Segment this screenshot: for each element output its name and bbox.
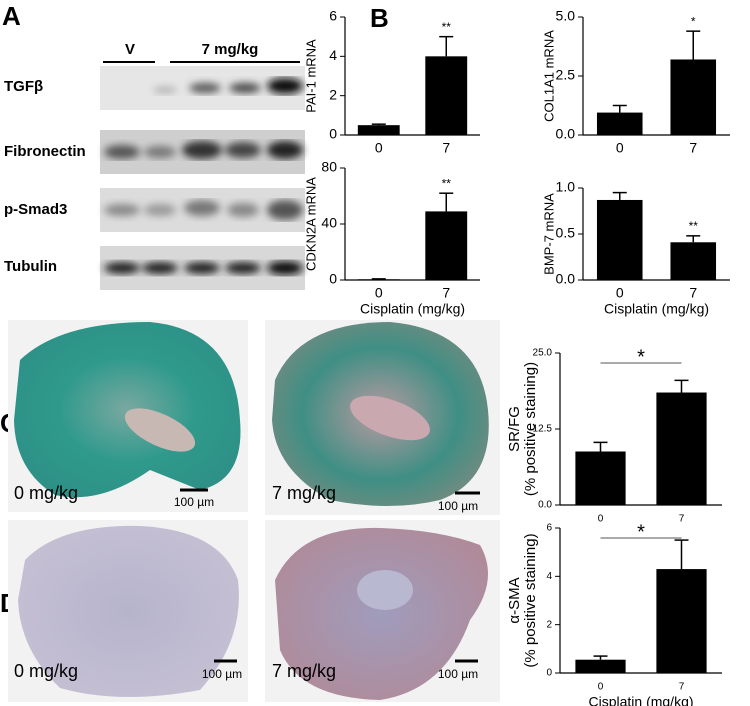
blot-group: 7 mg/kg	[202, 41, 259, 58]
significance: **	[442, 20, 452, 34]
y-tick-label: 0.0	[556, 271, 576, 287]
bar	[670, 242, 717, 280]
image-label: 0 mg/kg	[14, 661, 78, 681]
y-axis-label: COL1A1 mRNA	[541, 30, 556, 122]
y-tick-label: 0	[329, 126, 337, 142]
y-tick-label: 6	[329, 8, 337, 24]
blot-row-label: Fibronectin	[4, 143, 86, 160]
y-tick-label: 2.5	[556, 67, 576, 83]
y-tick-label: 1.0	[556, 179, 576, 195]
scale-label: 100 µm	[174, 495, 214, 509]
blot-row-label: p-Smad3	[4, 201, 67, 218]
y-axis-label: α-SMA	[506, 577, 523, 623]
y-tick-label: 0	[329, 271, 337, 287]
image-label: 0 mg/kg	[14, 483, 78, 503]
y-tick-label: 5.0	[556, 8, 576, 24]
panel-label: A	[2, 1, 21, 31]
significance: **	[442, 176, 452, 190]
significance: **	[689, 219, 699, 233]
bar	[596, 112, 643, 135]
y-tick-label: 2	[546, 619, 552, 630]
bar	[575, 451, 626, 505]
blot-row-label: TGFβ	[4, 78, 43, 95]
x-axis-label: Cisplatin (mg/kg)	[360, 301, 465, 317]
y-tick-label: 0.0	[538, 500, 552, 511]
blot-group: V	[125, 41, 135, 58]
y-tick-label: 12.5	[533, 424, 553, 435]
panel-label: B	[370, 3, 389, 33]
significance: *	[637, 521, 645, 543]
y-axis-label: PAI-1 mRNA	[303, 39, 318, 113]
x-tick-label: 0	[375, 140, 383, 156]
blot-image	[100, 66, 305, 290]
y-tick-label: 40	[321, 215, 337, 231]
significance: *	[637, 346, 645, 368]
scale-label: 100 µm	[202, 667, 242, 681]
y-axis-label: BMP-7 mRNA	[541, 193, 556, 275]
y-axis-label: CDKN2A mRNA	[303, 177, 318, 271]
bar	[656, 569, 707, 673]
image-label: 7 mg/kg	[272, 483, 336, 503]
histology-image	[8, 520, 248, 702]
x-tick-label: 7	[442, 285, 450, 301]
histology-image	[8, 320, 248, 512]
y-tick-label: 25.0	[533, 348, 553, 359]
x-tick-label: 7	[689, 285, 697, 301]
blot-row-label: Tubulin	[4, 258, 57, 275]
bar	[357, 125, 400, 135]
histology-image	[265, 320, 500, 515]
x-tick-label: 0	[598, 682, 604, 693]
significance: *	[691, 14, 696, 28]
y-tick-label: 0.5	[556, 225, 576, 241]
bar	[425, 56, 468, 136]
x-tick-label: 0	[598, 514, 604, 525]
x-axis-label: Cisplatin (mg/kg)	[588, 694, 693, 706]
y-tick-label: 0.0	[556, 126, 576, 142]
x-tick-label: 0	[616, 285, 624, 301]
x-tick-label: 7	[679, 682, 685, 693]
bar	[670, 59, 717, 136]
x-tick-label: 7	[442, 140, 450, 156]
bar	[575, 659, 626, 673]
y-tick-label: 4	[546, 571, 552, 582]
bar	[656, 392, 707, 505]
x-tick-label: 7	[679, 514, 685, 525]
y-tick-label: 0	[546, 668, 552, 679]
y-tick-label: 80	[321, 159, 337, 175]
y-axis-label: (% positive staining)	[522, 533, 539, 667]
y-axis-label: SR/FG	[506, 406, 523, 452]
scale-label: 100 µm	[438, 499, 478, 513]
histology-image	[265, 520, 500, 702]
x-tick-label: 7	[689, 140, 697, 156]
bar	[425, 211, 468, 280]
y-tick-label: 6	[546, 523, 552, 534]
x-tick-label: 0	[375, 285, 383, 301]
image-label: 7 mg/kg	[272, 661, 336, 681]
y-tick-label: 4	[329, 47, 337, 63]
x-axis-label: Cisplatin (mg/kg)	[604, 301, 709, 317]
scale-label: 100 µm	[438, 667, 478, 681]
bar	[596, 199, 643, 280]
x-tick-label: 0	[616, 140, 624, 156]
y-tick-label: 2	[329, 86, 337, 102]
y-axis-label: (% positive staining)	[522, 362, 539, 496]
bar	[357, 279, 400, 280]
